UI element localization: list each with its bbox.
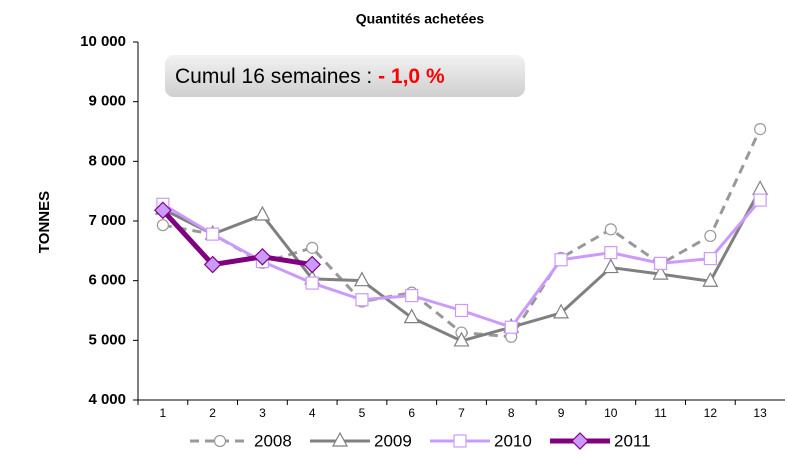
annotation: Cumul 16 semaines : - 1,0 %	[175, 65, 445, 88]
x-tick-label: 7	[458, 406, 465, 420]
series-line	[162, 188, 762, 343]
data-point	[753, 193, 767, 207]
x-tick-label: 13	[753, 406, 767, 420]
x-tick-label: 2	[209, 406, 216, 420]
data-point	[604, 246, 618, 260]
y-tick-label: 6 000	[88, 272, 126, 289]
y-tick-label: 8 000	[88, 152, 126, 169]
x-tick-label: 3	[259, 406, 266, 420]
data-point	[554, 253, 568, 267]
data-point	[704, 229, 717, 243]
data-point	[403, 308, 420, 324]
data-point	[754, 123, 767, 136]
data-point	[602, 258, 619, 274]
data-point	[504, 320, 518, 334]
data-point	[553, 303, 570, 319]
legend-label: 2009	[374, 431, 412, 450]
data-point	[454, 303, 469, 318]
legend-marker	[213, 434, 227, 448]
x-tick-label: 9	[558, 406, 565, 420]
data-point	[355, 293, 369, 307]
series-line	[161, 208, 313, 268]
annotation-box	[165, 55, 525, 97]
annotation-text: Cumul 16 semaines :	[175, 65, 378, 88]
x-tick-label: 11	[654, 406, 667, 420]
data-point	[752, 180, 769, 195]
data-point	[306, 241, 319, 254]
y-tick-label: 7 000	[88, 212, 126, 229]
legend-label: 2008	[254, 431, 292, 450]
legend-label: 2010	[494, 431, 532, 450]
data-point	[703, 251, 717, 266]
y-axis-label: TONNES	[36, 191, 53, 253]
x-tick-label: 1	[160, 406, 167, 420]
y-tick-label: 5 000	[88, 331, 126, 348]
chart-title: Quantités achetées	[356, 11, 485, 27]
annotation-highlight: - 1,0 %	[378, 65, 445, 88]
data-point	[405, 288, 419, 303]
data-point	[453, 331, 470, 347]
y-tick-label: 10 000	[80, 33, 126, 50]
x-tick-label: 8	[508, 406, 515, 420]
data-point	[203, 255, 222, 274]
legend-label: 2011	[614, 431, 651, 450]
data-point	[305, 276, 319, 290]
data-point	[604, 223, 617, 236]
y-tick-label: 4 000	[88, 391, 126, 408]
data-point	[156, 219, 169, 232]
data-point	[154, 201, 172, 220]
x-tick-label: 10	[604, 406, 618, 420]
x-tick-label: 5	[359, 406, 366, 420]
y-tick-label: 9 000	[88, 93, 126, 110]
legend-marker	[571, 432, 589, 450]
x-tick-label: 12	[704, 406, 718, 420]
data-point	[303, 255, 322, 274]
legend-marker	[453, 434, 467, 448]
data-point	[253, 247, 272, 266]
x-tick-label: 6	[408, 406, 415, 420]
data-point	[652, 264, 669, 280]
data-point	[353, 271, 370, 287]
data-point	[653, 256, 668, 270]
data-point	[254, 205, 271, 221]
data-point	[206, 227, 220, 241]
x-tick-label: 4	[309, 406, 316, 420]
data-point	[702, 271, 719, 287]
legend-marker	[331, 431, 349, 447]
